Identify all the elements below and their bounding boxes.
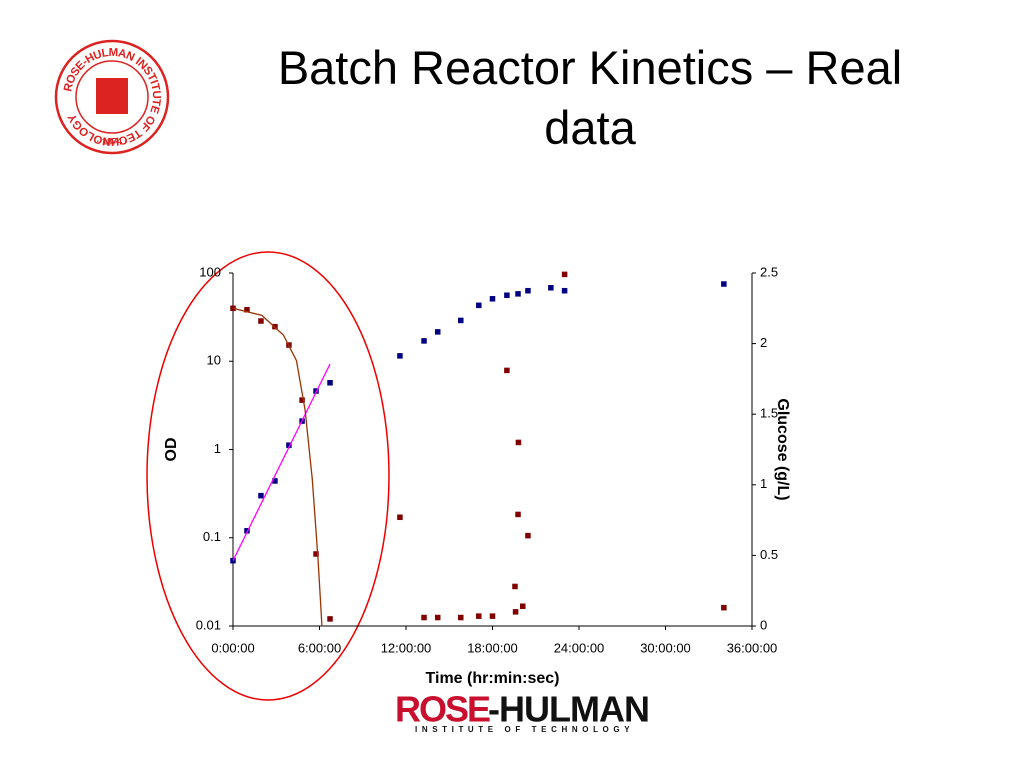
marker [489,613,496,619]
marker [525,532,531,539]
marker [421,614,427,621]
y-tick-label: 10 [207,353,221,368]
highlight-ellipse [146,251,390,701]
marker [504,367,510,374]
marker [458,317,464,324]
marker [434,614,441,621]
marker [313,551,319,557]
marker [515,511,521,518]
x-tick-label: 18:00:00 [467,640,518,655]
x-tick-label: 24:00:00 [554,640,605,655]
marker [512,583,518,590]
y2-axis-title: Glucose (g/L) [774,398,791,500]
y-tick-label: 0.1 [203,529,221,544]
marker [548,285,554,291]
logo: ROSE -HULMAN INSTITUTE OF TECHNOLOGY [395,689,650,735]
marker [721,281,727,287]
marker [489,296,496,302]
marker [299,397,305,403]
x-tick-label: 6:00:00 [298,640,341,655]
seal-ring [54,39,170,155]
x-tick-label: 12:00:00 [381,640,432,655]
logo-left: ROSE [395,689,490,730]
logo-sub: INSTITUTE OF TECHNOLOGY [415,725,634,734]
x-tick-label: 30:00:00 [640,640,691,655]
slide-title: Batch Reactor Kinetics – Real data [277,41,903,154]
marker [458,614,464,621]
x-tick-label: 0:00:00 [211,640,254,655]
fit-line [232,363,331,561]
y-tick-label: 1 [214,441,221,456]
marker [515,439,522,446]
marker [525,287,531,294]
marker [258,318,264,324]
y-tick-label: 0.01 [196,617,221,632]
y-tick-label: 100 [199,264,221,279]
marker [721,604,727,611]
x-axis-title: Time (hr:min:sec) [426,670,560,687]
seal-shield [96,78,128,114]
marker [397,514,403,521]
marker [520,603,526,609]
marker [327,616,333,622]
logo-right: -HULMAN [488,689,649,730]
marker [561,287,568,294]
marker [504,292,510,298]
seal-year: · 1874 · [96,136,127,146]
marker [421,338,427,344]
y2-tick-label: 0.5 [760,547,778,562]
x-tick-label: 36:00:00 [727,640,778,655]
y2-tick-label: 2.5 [760,264,778,279]
marker [258,492,264,499]
marker [515,291,521,297]
y2-tick-label: 1 [760,476,767,491]
seal: ROSE-HULMAN INSTITUTE OF TECHNOLOGY · 18… [54,39,170,155]
marker [476,302,482,309]
marker [397,353,403,359]
marker [561,271,568,278]
y-axis-title: OD [163,438,180,462]
marker [512,609,519,615]
marker [434,329,441,335]
marker [476,613,482,619]
y2-tick-label: 0 [760,617,767,632]
y2-tick-label: 1.5 [760,406,778,421]
y2-tick-label: 2 [760,335,767,350]
marker [327,380,333,386]
fit-line [232,307,323,627]
seal-ring [75,60,149,134]
